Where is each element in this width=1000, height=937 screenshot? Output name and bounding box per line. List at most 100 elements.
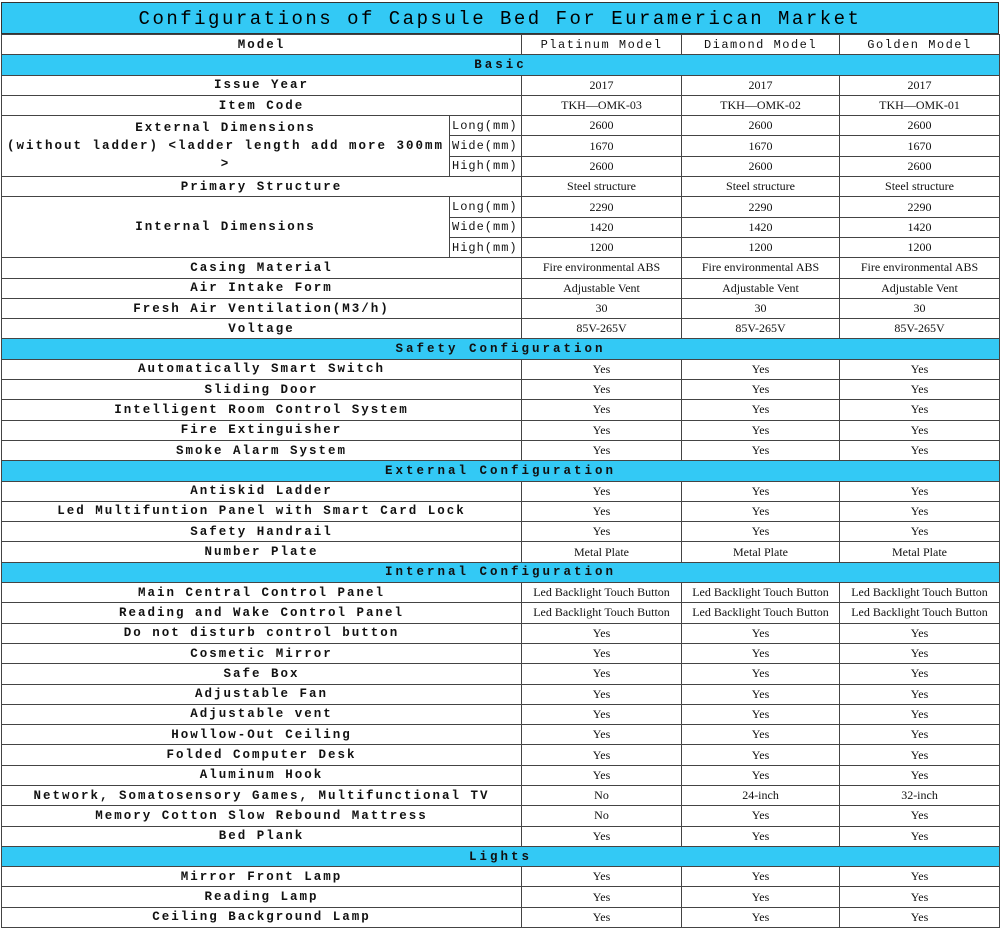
table-row: Safe Box Yes Yes Yes [0, 663, 1000, 685]
value-cell: 85V-265V [839, 318, 1000, 340]
row-label: Casing Material [0, 257, 523, 279]
value-cell: Steel structure [681, 176, 841, 198]
table-row: Casing Material Fire environmental ABS Fir… [0, 257, 1000, 279]
value-cell: Steel structure [521, 176, 683, 198]
value-cell: Fire environmental ABS [681, 257, 841, 279]
row-label: Reading and Wake Control Panel [0, 602, 523, 624]
value-cell: Yes [521, 886, 683, 908]
sub-label: Long(mm) [448, 115, 523, 137]
row-label: Cosmetic Mirror [0, 642, 523, 665]
table-row: External Configuration [0, 460, 1000, 482]
value-cell: 1420 [839, 216, 1000, 238]
value-cell: Yes [839, 825, 1000, 847]
row-label: Reading Lamp [0, 886, 523, 908]
table-row: Issue Year 2017 2017 2017 [0, 74, 1000, 96]
table-row: Sliding Door Yes Yes Yes [0, 379, 1000, 401]
value-cell: Yes [681, 500, 841, 523]
table-row: Mirror Front Lamp Yes Yes Yes [0, 866, 1000, 888]
sub-label: Wide(mm) [448, 135, 523, 157]
table-row: Fire Extinguisher Yes Yes Yes [0, 419, 1000, 441]
value-cell: Steel structure [839, 176, 1000, 198]
table-row: Adjustable vent Yes Yes Yes [0, 703, 1000, 726]
row-label: Safe Box [0, 663, 523, 685]
value-cell: Yes [839, 724, 1000, 746]
row-label: External Dimensions (without ladder) <lad… [1, 115, 450, 178]
row-label: Ceiling Background Lamp [0, 906, 523, 929]
value-cell: Yes [681, 886, 841, 908]
row-label: Memory Cotton Slow Rebound Mattress [0, 805, 523, 827]
value-cell: Yes [521, 419, 683, 441]
table-row: Reading and Wake Control Panel Led Backli… [0, 602, 1000, 624]
row-label: Number Plate [0, 541, 523, 563]
value-cell: 1670 [839, 135, 1000, 157]
value-cell: Yes [839, 439, 1000, 462]
table-row: Air Intake Form Adjustable Vent Adjustable… [0, 277, 1000, 299]
sub-label: High(mm) [448, 236, 523, 259]
model-name: Platinum Model [521, 33, 683, 56]
label-line: (without ladder) <ladder length add more… [6, 139, 445, 172]
row-label: Howllow-Out Ceiling [0, 724, 523, 746]
value-cell: Fire environmental ABS [839, 257, 1000, 279]
value-cell: 2600 [681, 115, 841, 137]
value-cell: Yes [839, 379, 1000, 401]
value-cell: Yes [681, 866, 841, 888]
table-row: Lights [0, 845, 1000, 868]
value-cell: Yes [681, 805, 841, 827]
value-cell: Yes [839, 764, 1000, 786]
row-label: Item Code [0, 94, 523, 117]
value-cell: Yes [521, 358, 683, 381]
value-cell: Yes [681, 724, 841, 746]
value-cell: Yes [521, 663, 683, 685]
value-cell: 85V-265V [681, 318, 841, 340]
table-row: Cosmetic Mirror Yes Yes Yes [0, 642, 1000, 665]
table-row: Safety Configuration [0, 338, 1000, 360]
value-cell: Yes [681, 480, 841, 502]
value-cell: Yes [681, 358, 841, 381]
spec-table: Model Platinum Model Diamond Model Golden M… [0, 33, 1000, 929]
value-cell: Led Backlight Touch Button [521, 602, 683, 624]
value-cell: 30 [521, 297, 683, 320]
value-cell: Yes [521, 500, 683, 523]
value-cell: Yes [681, 419, 841, 441]
table-row: Basic [0, 54, 1000, 76]
value-cell: TKH—OMK-01 [839, 94, 1000, 117]
value-cell: 2290 [681, 196, 841, 218]
value-cell: Yes [839, 399, 1000, 421]
value-cell: Yes [521, 764, 683, 786]
row-label: Intelligent Room Control System [0, 399, 523, 421]
table-row: Do not disturb control button Yes Yes Yes [0, 622, 1000, 644]
value-cell: Yes [839, 500, 1000, 523]
sub-label: High(mm) [448, 155, 523, 178]
value-cell: Yes [839, 622, 1000, 644]
row-label: Adjustable vent [0, 703, 523, 726]
value-cell: 30 [839, 297, 1000, 320]
section-title: External Configuration [0, 460, 1000, 482]
value-cell: Led Backlight Touch Button [839, 602, 1000, 624]
value-cell: 1200 [681, 236, 841, 259]
value-cell: 2290 [521, 196, 683, 218]
value-cell: Yes [839, 683, 1000, 705]
value-cell: 85V-265V [521, 318, 683, 340]
table-row: Aluminum Hook Yes Yes Yes [0, 764, 1000, 786]
table-row: Memory Cotton Slow Rebound Mattress No Yes… [0, 805, 1000, 827]
value-cell: No [521, 805, 683, 827]
value-cell: Yes [521, 642, 683, 665]
row-label: Led Multifuntion Panel with Smart Card L… [0, 500, 523, 523]
table-row: Main Central Control Panel Led Backlight … [0, 582, 1000, 604]
row-label: Bed Plank [0, 825, 523, 847]
table-row: High(mm) 1200 1200 1200 [2, 236, 1000, 259]
value-cell: 32-inch [839, 784, 1000, 807]
sheet-title: Configurations of Capsule Bed For Eurame… [1, 2, 999, 34]
value-cell: Led Backlight Touch Button [681, 582, 841, 604]
value-cell: TKH—OMK-02 [681, 94, 841, 117]
model-name: Diamond Model [681, 33, 841, 56]
row-label: Adjustable Fan [0, 683, 523, 705]
value-cell: 1420 [681, 216, 841, 238]
value-cell: Yes [839, 419, 1000, 441]
table-row: Internal Dimensions Long(mm) 2290 2290 2290 [1, 196, 1000, 259]
row-label: Primary Structure [0, 176, 523, 198]
value-cell: Yes [521, 906, 683, 929]
header-label: Model [0, 33, 523, 56]
row-label: Aluminum Hook [0, 764, 523, 786]
